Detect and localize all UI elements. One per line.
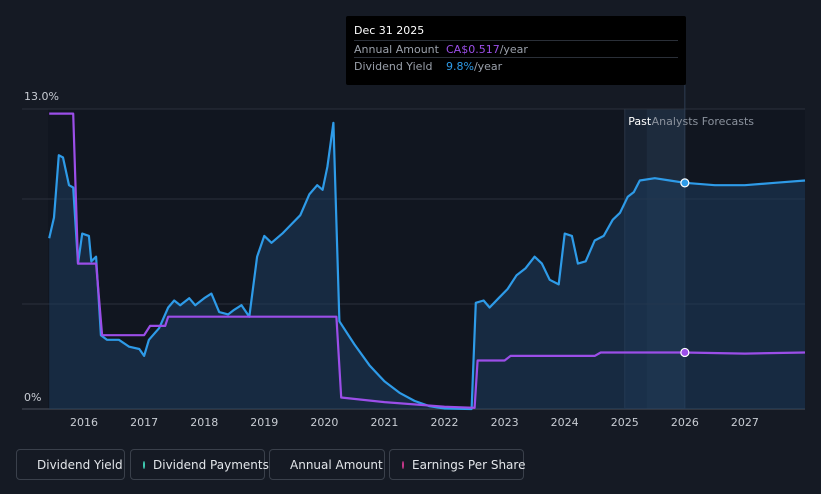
x-tick-label: 2017	[130, 416, 158, 429]
hollow-dot-icon	[143, 460, 145, 469]
dividend-yield-area	[49, 122, 805, 410]
legend-annual-amount[interactable]: Annual Amount	[269, 449, 385, 480]
x-tick-label: 2019	[250, 416, 278, 429]
y-tick-label: 13.0%	[24, 90, 59, 103]
dividend-yield-unit: /year	[473, 60, 503, 73]
x-tick-label: 2026	[671, 416, 699, 429]
x-tick-label: 2024	[551, 416, 579, 429]
y-tick-label: 0%	[24, 391, 41, 404]
legend-dividend-payments-label: Dividend Payments	[153, 457, 269, 472]
legend-earnings-per-share-label: Earnings Per Share	[412, 457, 526, 472]
hollow-dot-icon	[402, 460, 404, 469]
annual-amount-value: CA$0.517	[446, 43, 500, 56]
x-tick-label: 2023	[491, 416, 519, 429]
x-tick-label: 2020	[310, 416, 338, 429]
tooltip-annual-amount-value: CA$0.517/year	[446, 43, 528, 56]
x-tick-label: 2018	[190, 416, 218, 429]
dividend-yield-marker	[680, 178, 690, 188]
dividend-yield-value: 9.8%	[446, 60, 474, 73]
legend-dividend-yield-label: Dividend Yield	[37, 457, 123, 472]
tooltip-dividend-yield-row: Dividend Yield 9.8%/year	[354, 57, 678, 74]
forecast-region-label: Analysts Forecasts	[652, 115, 755, 128]
tooltip-annual-amount-row: Annual Amount CA$0.517/year	[354, 40, 678, 57]
annual-amount-line	[49, 112, 806, 409]
tooltip-date: Dec 31 2025	[354, 24, 425, 37]
dividend-yield-line	[48, 121, 806, 411]
annual-amount-unit: /year	[499, 43, 528, 56]
past-region-label: Past	[628, 115, 652, 128]
tooltip-dividend-yield-label: Dividend Yield	[354, 60, 433, 73]
legend-dividend-yield[interactable]: Dividend Yield	[16, 449, 125, 480]
x-tick-label: 2027	[731, 416, 759, 429]
x-tick-label: 2025	[611, 416, 639, 429]
chart-tooltip: Dec 31 2025 Annual Amount CA$0.517/year …	[346, 16, 686, 85]
legend-earnings-per-share[interactable]: Earnings Per Share	[389, 449, 526, 480]
x-tick-label: 2022	[431, 416, 459, 429]
legend-dividend-payments[interactable]: Dividend Payments	[130, 449, 269, 480]
annual-amount-marker	[680, 347, 690, 358]
tooltip-dividend-yield-value: 9.8%/year	[446, 60, 502, 73]
legend-annual-amount-label: Annual Amount	[290, 457, 383, 472]
tooltip-annual-amount-label: Annual Amount	[354, 43, 439, 56]
x-tick-label: 2016	[70, 416, 98, 429]
x-tick-label: 2021	[370, 416, 398, 429]
